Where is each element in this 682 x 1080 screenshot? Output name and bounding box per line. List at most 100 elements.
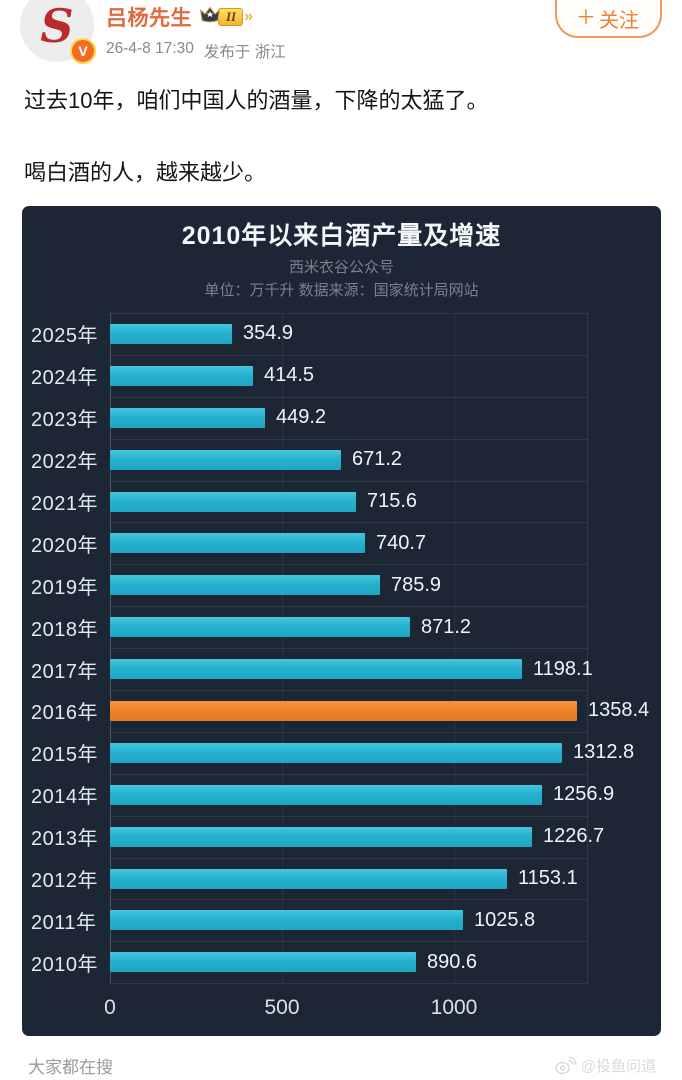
chart-row: 2013年 1226.7 <box>22 815 661 858</box>
year-label: 2022年 <box>31 451 98 474</box>
bar <box>110 575 380 596</box>
chart-row: 2018年 871.2 <box>22 606 661 648</box>
value-label: 890.6 <box>427 950 478 973</box>
chevron-right-icon: » <box>244 8 254 25</box>
value-label: 871.2 <box>421 615 472 638</box>
x-tick: 1000 <box>430 996 478 1020</box>
chart-row: 2011年 1025.8 <box>22 899 661 941</box>
bar <box>110 868 507 889</box>
value-label: 1025.8 <box>474 908 536 931</box>
year-label: 2020年 <box>31 534 98 557</box>
avatar[interactable]: S V <box>20 0 96 64</box>
value-label: 1256.9 <box>553 783 615 806</box>
value-label: 414.5 <box>264 364 315 387</box>
year-label: 2013年 <box>31 828 98 851</box>
chart-row: 2025年 354.9 <box>22 313 661 355</box>
page-footer: 大家都在搜 @投鱼问道 <box>0 1053 682 1078</box>
chart-image[interactable]: 2010年以来白酒产量及增速 西米衣谷公众号 单位：万千升 数据来源：国家统计局… <box>22 206 661 1036</box>
year-label: 2021年 <box>31 493 98 515</box>
bar <box>110 323 232 344</box>
chart-rows: 2025年 354.9 2024年 414.5 2023年 449.2 2022年 671.2… <box>22 313 661 983</box>
verified-icon: V <box>70 38 96 64</box>
crown-icon <box>199 6 221 29</box>
bar <box>110 659 522 680</box>
year-label: 2016年 <box>31 702 98 725</box>
value-label: 1226.7 <box>543 825 605 848</box>
chart-row: 2014年 1256.9 <box>22 773 661 816</box>
year-label: 2019年 <box>31 576 98 599</box>
chart-row: 2016年 1358.4 <box>22 690 661 732</box>
chart-title: 2010年以来白酒产量及增速 <box>181 222 502 250</box>
bar <box>110 533 365 554</box>
year-label: 2015年 <box>31 744 98 767</box>
year-label: 2025年 <box>31 325 98 348</box>
bar <box>110 952 416 973</box>
x-tick: 500 <box>264 996 300 1020</box>
chart-row: 2019年 785.9 <box>22 564 661 606</box>
chart-subtitle: 西米衣谷公众号 <box>288 259 394 276</box>
chart-source-note: 单位：万千升 数据来源：国家统计局网站 <box>204 282 479 299</box>
plus-icon: ＋ <box>576 7 596 29</box>
chart-row: 2015年 1312.8 <box>22 731 661 774</box>
bar <box>110 449 341 470</box>
value-label: 785.9 <box>391 573 442 596</box>
bar <box>110 617 410 638</box>
post-meta: 26-4-8 17:30 发布于 浙江 <box>106 40 286 62</box>
weibo-logo-icon <box>554 1056 577 1075</box>
chart-row: 2024年 414.5 <box>22 354 661 397</box>
post-body: 过去10年，咱们中国人的酒量，下降的太猛了。 喝白酒的人，越来越少。 <box>0 84 682 190</box>
watermark-text: @投鱼问道 <box>580 1058 656 1075</box>
gridlines <box>110 313 588 983</box>
follow-button[interactable]: ＋ 关注 <box>555 0 662 38</box>
value-label: 354.9 <box>243 322 294 345</box>
chart-row: 2022年 671.2 <box>22 438 661 481</box>
post-header: S V 吕杨先生 II » 26-4-8 17:30 <box>0 0 682 64</box>
x-axis: 0 500 1000 <box>104 983 661 1029</box>
watermark: @投鱼问道 <box>554 1055 656 1076</box>
vip-badge[interactable]: II » <box>199 6 253 28</box>
trending-search-label: 大家都在搜 <box>28 1058 113 1077</box>
bar <box>110 407 265 428</box>
value-label: 1358.4 <box>588 699 650 722</box>
value-label: 1153.1 <box>518 867 578 890</box>
vip-level: II <box>218 8 244 26</box>
chart-row: 2010年 890.6 <box>22 941 661 983</box>
value-label: 1198.1 <box>533 657 593 680</box>
year-label: 2011年 <box>31 911 97 934</box>
post-text-line1: 过去10年，咱们中国人的酒量，下降的太猛了。 <box>24 88 489 113</box>
year-label: 2023年 <box>31 409 98 432</box>
value-label: 449.2 <box>276 406 327 429</box>
avatar-letter: S <box>40 0 74 53</box>
chart-plot: 2025年 354.9 2024年 414.5 2023年 449.2 2022年 671.2… <box>22 313 661 1029</box>
x-tick: 0 <box>104 996 116 1020</box>
year-label: 2024年 <box>31 367 98 390</box>
bar <box>110 784 542 805</box>
follow-label: 关注 <box>599 9 639 32</box>
bar <box>110 491 356 512</box>
year-label: 2014年 <box>31 786 98 809</box>
bar <box>110 910 463 931</box>
bar <box>110 365 253 386</box>
bar <box>110 742 562 763</box>
post-text-line2: 喝白酒的人，越来越少。 <box>24 160 267 185</box>
chart-row: 2023年 449.2 <box>22 396 661 439</box>
chart-row: 2017年 1198.1 <box>22 648 661 690</box>
author-block: 吕杨先生 II » 26-4-8 17:30 发布于 浙江 <box>106 0 286 62</box>
post-location: 发布于 浙江 <box>203 44 286 61</box>
timestamp: 26-4-8 17:30 <box>106 40 194 57</box>
chart-row: 2021年 715.6 <box>22 480 661 523</box>
chart-row: 2012年 1153.1 <box>22 857 661 900</box>
value-label: 1312.8 <box>573 741 635 764</box>
author-name[interactable]: 吕杨先生 <box>106 7 192 30</box>
year-label: 2012年 <box>31 870 98 893</box>
bar <box>110 826 532 847</box>
value-label: 715.6 <box>367 490 418 512</box>
value-label: 740.7 <box>376 531 427 554</box>
year-label: 2010年 <box>31 953 98 976</box>
year-label: 2017年 <box>31 660 98 683</box>
chart-row: 2020年 740.7 <box>22 522 661 564</box>
value-label: 671.2 <box>352 448 403 471</box>
bar-highlighted <box>110 700 577 721</box>
year-label: 2018年 <box>31 618 98 641</box>
